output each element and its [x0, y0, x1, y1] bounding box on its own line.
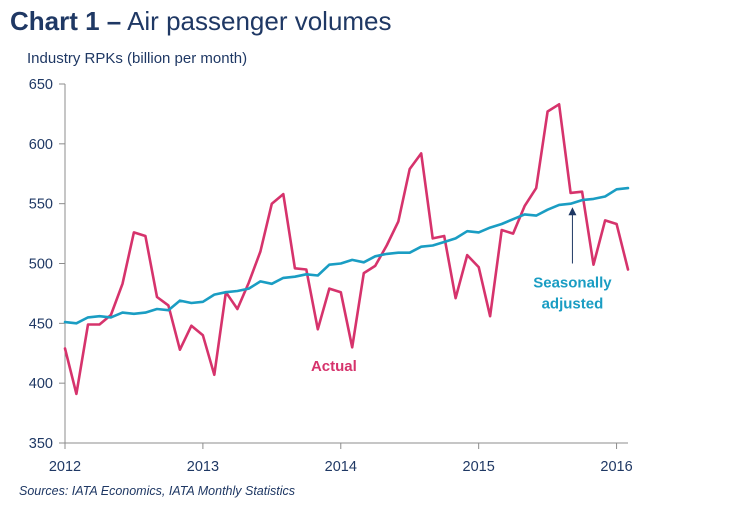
annotation-actual-label: Actual [311, 358, 357, 375]
y-tick-label: 500 [29, 257, 53, 273]
annotation-seasonal-label: Seasonally [533, 274, 612, 291]
y-tick-label: 650 [29, 77, 53, 93]
annotation-arrow-head [568, 207, 577, 216]
series-line-seasonal [63, 186, 630, 325]
y-tick-label: 600 [29, 137, 53, 153]
chart-title-text: Air passenger volumes [127, 6, 392, 36]
y-axis-label: Industry RPKs (billion per month) [27, 50, 248, 67]
y-tick-label: 550 [29, 197, 53, 213]
chart-title: Chart 1 – Air passenger volumes [10, 6, 392, 37]
x-tick-label: 2015 [463, 459, 495, 475]
x-tick-label: 2014 [325, 459, 357, 475]
x-tick-label: 2013 [187, 459, 219, 475]
chart-series [63, 103, 630, 396]
series-line-actual [63, 103, 630, 396]
x-tick-label: 2012 [49, 459, 81, 475]
y-tick-label: 400 [29, 376, 53, 392]
chart-annotations: Actual Seasonally adjusted [311, 207, 612, 375]
chart-axes: 350 400 450 500 550 600 650 2012 2013 2014 2015 201… [29, 77, 633, 475]
y-tick-label: 450 [29, 316, 53, 332]
chart-title-bold: Chart 1 – [10, 6, 122, 36]
source-note: Sources: IATA Economics, IATA Monthly St… [19, 484, 296, 498]
y-tick-label: 350 [29, 436, 53, 452]
annotation-seasonal-label: adjusted [542, 295, 604, 312]
x-tick-label: 2016 [600, 459, 632, 475]
